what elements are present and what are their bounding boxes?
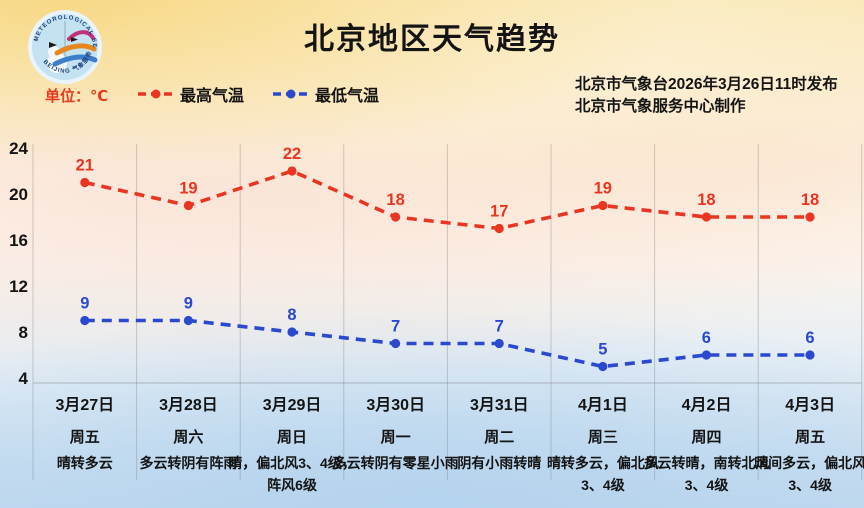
weather-cell: 晴间多云，偏北风3、4级 (754, 452, 864, 496)
data-point-label: 5 (598, 341, 607, 359)
date-label: 3月30日 (366, 397, 426, 414)
data-point-label: 6 (702, 329, 711, 347)
weather-cell: 晴转多云 (33, 452, 137, 496)
date-cell: 3月29日周日 (240, 391, 344, 447)
date-cell: 4月3日周五 (758, 391, 862, 447)
weather-descriptions: 晴转多云 多云转阴有阵雨 晴，偏北风3、4级，阵风6级 多云转阴有零星小雨 阴有小雨转晴… (33, 452, 864, 496)
data-point (391, 212, 401, 222)
weather-cell: 多云转阴有阵雨 (137, 452, 241, 496)
publisher-producer-line: 北京市气象服务中心制作 (575, 98, 746, 115)
data-point-label: 22 (283, 145, 301, 163)
data-point (391, 338, 401, 349)
series-line (84, 169, 810, 231)
data-point (701, 212, 712, 222)
date-label: 4月3日 (785, 397, 836, 414)
data-point-label: 18 (697, 191, 715, 209)
data-point (598, 361, 608, 372)
data-point (287, 327, 297, 337)
date-cell: 3月27日周五 (33, 391, 137, 447)
y-axis-tick: 8 (19, 323, 28, 342)
legend-label: 最高气温 (180, 88, 245, 105)
page-title: 北京地区天气趋势 (304, 23, 560, 56)
chart-legend: 最高气温 最低气温 (137, 82, 379, 106)
weather-cell: 多云转阴有零星小雨 (333, 452, 459, 496)
date-cell: 3月31日周二 (448, 391, 552, 447)
date-label: 3月28日 (159, 397, 218, 414)
logo-icon: METEOROLOGICAL SERVICE BEIJING 气象服务 (24, 5, 102, 84)
data-point-label: 19 (594, 180, 612, 198)
data-point-label: 21 (76, 157, 94, 175)
weekday-label: 周五 (69, 429, 100, 446)
data-point (80, 315, 90, 326)
data-point (701, 350, 712, 360)
data-point (183, 200, 193, 211)
data-point-label: 7 (495, 318, 504, 336)
date-cell: 3月30日周一 (344, 391, 448, 447)
weather-text: 晴转多云，偏北风3、4级 (546, 455, 659, 493)
weather-cell: 阴有小雨转晴 (448, 452, 552, 496)
weather-cell: 晴，偏北风3、4级，阵风6级 (228, 452, 356, 496)
date-label: 3月31日 (469, 397, 529, 414)
data-point (287, 166, 297, 176)
date-label: 3月27日 (55, 397, 115, 414)
weekday-label: 周四 (691, 429, 722, 446)
legend-item: 最高气温 (137, 82, 244, 106)
series-line (84, 318, 810, 369)
data-point (805, 212, 815, 222)
weather-text: 多云转阴有零星小雨 (332, 455, 459, 471)
data-point-label: 18 (801, 191, 819, 209)
weather-text: 晴间多云，偏北风3、4级 (754, 455, 864, 493)
date-cell: 4月1日周三 (551, 391, 655, 447)
data-point (183, 315, 193, 326)
weather-text: 阴有小雨转晴 (457, 455, 542, 471)
weather-text: 多云转晴，南转北风3、4级 (643, 455, 770, 493)
y-axis-tick: 24 (9, 139, 28, 158)
date-axis: 3月27日 周五 3月28日 周六 3月29日 周日 3月30日 周一 3月31日 周二 4月1日周… (33, 391, 862, 447)
date-label: 4月1日 (578, 397, 628, 414)
data-point-label: 9 (184, 295, 193, 313)
date-cell: 3月28日周六 (137, 391, 241, 447)
legend-swatch-icon (273, 89, 310, 99)
legend-item: 最低气温 (272, 82, 379, 106)
data-point (805, 350, 815, 360)
y-axis-tick: 12 (9, 277, 28, 296)
data-point (598, 200, 608, 211)
data-point-label: 7 (391, 318, 400, 336)
data-point-label: 18 (386, 191, 404, 209)
date-cell: 4月2日周四 (655, 391, 759, 447)
legend-label: 最低气温 (315, 88, 380, 105)
data-point-label: 6 (805, 329, 814, 347)
weather-text: 多云转阴有阵雨 (139, 455, 238, 471)
weekday-label: 周三 (587, 429, 618, 446)
y-axis-tick: 4 (19, 369, 29, 388)
unit-label: 单位：℃ (45, 88, 109, 105)
y-axis-tick: 16 (9, 231, 28, 250)
weekday-label: 周六 (173, 429, 204, 446)
data-point-label: 9 (80, 295, 89, 313)
date-label: 4月2日 (681, 397, 732, 414)
data-point (80, 177, 90, 188)
data-point-label: 19 (179, 180, 197, 198)
temperature-trend-chart: 4 8 12 16 20 24 21 19 22 18 17 19 18 18 9 9 8 7 7 5 6 6 (9, 139, 863, 480)
weather-text: 晴转多云 (56, 455, 113, 471)
weekday-label: 周日 (277, 429, 308, 446)
data-point-label: 17 (490, 203, 508, 221)
publisher-release-line: 北京市气象台2026年3月26日11时发布 (575, 76, 838, 93)
date-label: 3月29日 (262, 397, 322, 414)
y-axis-tick: 20 (9, 185, 28, 204)
legend-swatch-icon (138, 89, 174, 99)
weather-cell: 晴转多云，偏北风3、4级 (547, 452, 659, 496)
weekday-label: 周一 (380, 429, 411, 446)
data-point-label: 8 (287, 306, 296, 324)
publisher-info: 北京市气象台2026年3月26日11时发布 北京市气象服务中心制作 (575, 74, 838, 118)
weather-cell: 多云转晴，南转北风3、4级 (644, 452, 770, 496)
weekday-label: 周二 (484, 429, 515, 446)
data-point (494, 223, 504, 234)
data-point (494, 338, 504, 349)
weekday-label: 周五 (795, 429, 826, 446)
beijing-meteorological-service-logo: METEOROLOGICAL SERVICE BEIJING 气象服务 (24, 5, 103, 85)
weather-text: 晴，偏北风3、4级，阵风6级 (228, 455, 356, 493)
